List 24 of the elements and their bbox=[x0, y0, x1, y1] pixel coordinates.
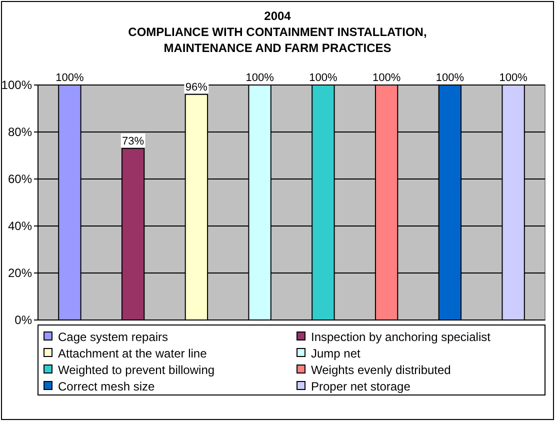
legend-label: Cage system repairs bbox=[58, 330, 168, 344]
y-tick-label: 100% bbox=[1, 78, 32, 92]
legend-label: Jump net bbox=[311, 346, 362, 360]
legend-label: Proper net storage bbox=[311, 380, 411, 394]
legend-label: Inspection by anchoring specialist bbox=[311, 330, 492, 344]
chart-title: 2004 bbox=[264, 9, 292, 23]
chart-subtitle: COMPLIANCE WITH CONTAINMENT INSTALLATION, MAINTENANCE AND FARM PRACTICES bbox=[128, 25, 427, 55]
data-label: 73% bbox=[122, 135, 144, 148]
legend-label: Correct mesh size bbox=[58, 380, 156, 394]
y-tick-label: 20% bbox=[8, 266, 32, 280]
legend-label: Weights evenly distributed bbox=[311, 363, 451, 377]
data-label: 100% bbox=[246, 72, 274, 84]
y-tick-label: 60% bbox=[8, 172, 32, 186]
data-label: 100% bbox=[372, 72, 401, 84]
y-tick-label: 80% bbox=[8, 125, 32, 139]
data-label: 100% bbox=[309, 72, 338, 84]
legend-label: Weighted to prevent billowing bbox=[58, 363, 215, 377]
data-label: 100% bbox=[436, 72, 464, 84]
legend-label: Attachment at the water line bbox=[58, 346, 208, 360]
data-label: 100% bbox=[499, 72, 528, 84]
data-label: 96% bbox=[185, 81, 208, 94]
data-label: 100% bbox=[56, 72, 84, 84]
y-tick-label: 40% bbox=[8, 219, 32, 233]
y-tick-label: 0% bbox=[14, 313, 32, 327]
